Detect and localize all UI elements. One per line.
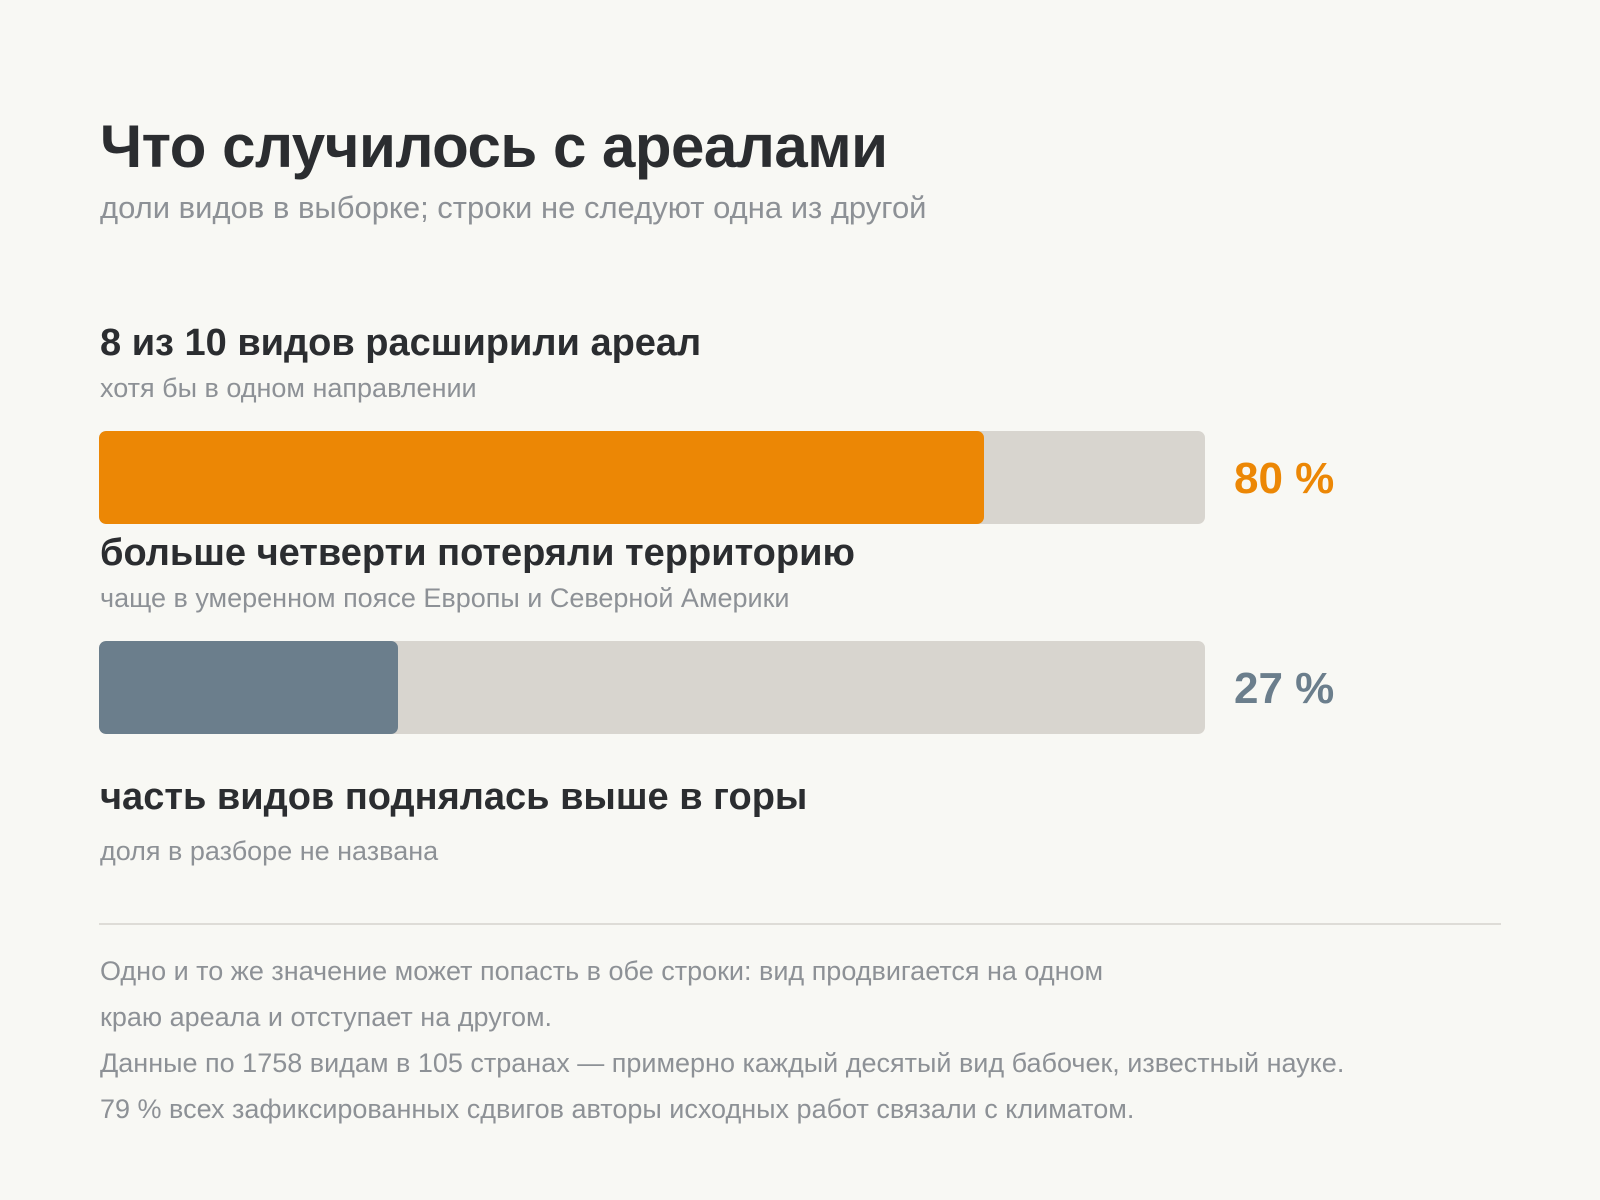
row-lost-heading: больше четверти потеряли территорию bbox=[100, 532, 855, 574]
row-uphill-note: доля в разборе не названа bbox=[100, 836, 439, 866]
bar-lost bbox=[99, 641, 398, 734]
value-label-expanded: 80 % bbox=[1234, 454, 1335, 503]
divider bbox=[99, 923, 1501, 925]
chart-subtitle: доли видов в выборке; строки не следуют … bbox=[100, 190, 927, 225]
row-expanded-heading: 8 из 10 видов расширили ареал bbox=[100, 322, 702, 364]
row-lost-note: чаще в умеренном поясе Европы и Северной… bbox=[100, 583, 790, 613]
row-expanded-note: хотя бы в одном направлении bbox=[100, 373, 477, 403]
chart-title: Что случилось с ареалами bbox=[100, 113, 888, 180]
footnote-line-4: 79 % всех зафиксированных сдвигов авторы… bbox=[100, 1094, 1135, 1124]
footnote-line-1: Одно и то же значение может попасть в об… bbox=[100, 956, 1104, 986]
bar-track-expanded bbox=[99, 431, 1205, 524]
footnote-line-3: Данные по 1758 видам в 105 странах — при… bbox=[100, 1048, 1345, 1078]
bar-track-lost bbox=[99, 641, 1205, 734]
footnote-line-2: краю ареала и отступает на другом. bbox=[100, 1002, 553, 1032]
value-label-lost: 27 % bbox=[1234, 664, 1335, 713]
row-uphill-heading: часть видов поднялась выше в горы bbox=[100, 776, 808, 818]
bar-expanded bbox=[99, 431, 984, 524]
